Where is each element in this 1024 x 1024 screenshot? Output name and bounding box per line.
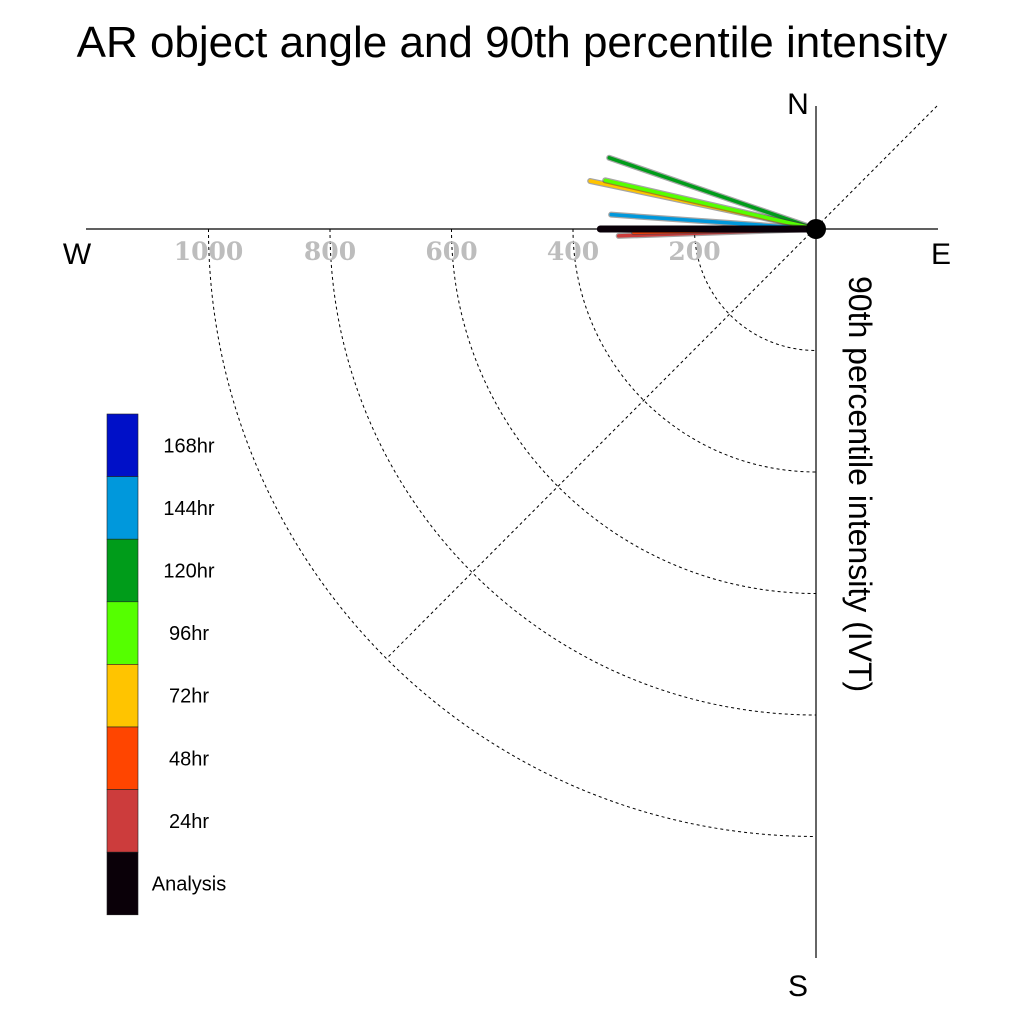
grid-arc-800: [329, 228, 817, 716]
intensity-vectors: [587, 154, 820, 239]
y-axis-label: 90th percentile intensity (IVT): [842, 276, 878, 692]
legend-label-96hr: 96hr: [169, 623, 209, 645]
compass-north-label: N: [787, 88, 809, 121]
grid-arc-1000: [208, 228, 817, 837]
legend-swatch-analysis: [106, 851, 139, 916]
grid-arc-400: [572, 228, 817, 473]
vector-96hr: [603, 178, 818, 231]
tick-label-600: 600: [425, 237, 477, 266]
legend-label-48hr: 48hr: [169, 748, 209, 770]
diagonal-gridline: [386, 105, 938, 659]
chart-title: AR object angle and 90th percentile inte…: [77, 18, 948, 67]
compass-south-label: S: [788, 970, 808, 1003]
tick-label-200: 200: [668, 237, 720, 266]
legend-label-120hr: 120hr: [163, 561, 214, 583]
legend-swatch-120hr: [106, 538, 139, 603]
legend-label-analysis: Analysis: [152, 874, 226, 896]
tick-label-400: 400: [547, 237, 599, 266]
grid-arc-200: [694, 228, 817, 351]
legend-label-144hr: 144hr: [163, 498, 214, 520]
legend-swatch-24hr: [106, 789, 139, 853]
legend-swatch-168hr: [106, 413, 139, 477]
radial-tick-labels: 1000 800 600 400 200: [174, 237, 721, 266]
legend-label-72hr: 72hr: [169, 686, 209, 708]
compass-east-label: E: [931, 238, 951, 271]
legend-swatch-48hr: [106, 726, 139, 790]
tick-label-800: 800: [304, 237, 356, 266]
polar-grid: [208, 105, 938, 837]
tick-label-1000: 1000: [174, 237, 244, 266]
legend-swatch-72hr: [106, 664, 139, 728]
legend-swatch-96hr: [106, 601, 139, 665]
legend-label-24hr: 24hr: [169, 811, 209, 833]
vector-120hr: [607, 156, 818, 231]
compass-west-label: W: [63, 238, 92, 271]
grid-arc-600: [451, 228, 817, 594]
legend-label-168hr: 168hr: [163, 435, 214, 457]
legend: 168hr 144hr 120hr 96hr 72hr 48hr 24hr Analysis: [106, 413, 226, 916]
origin-point: [806, 219, 826, 239]
legend-swatch-144hr: [106, 476, 139, 540]
